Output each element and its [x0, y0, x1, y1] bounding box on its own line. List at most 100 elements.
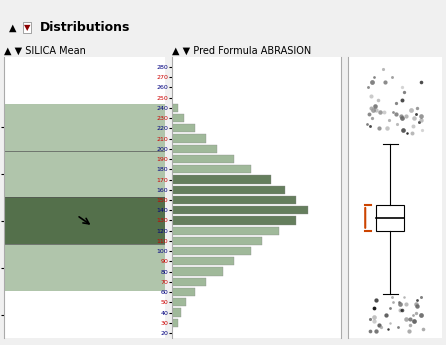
Bar [172, 319, 178, 327]
Point [368, 105, 375, 111]
Point [389, 109, 396, 115]
Point [392, 111, 400, 117]
Point [397, 302, 404, 307]
Point [399, 128, 406, 133]
Bar [172, 135, 206, 143]
Point [378, 324, 385, 329]
Point [414, 297, 421, 303]
Point [389, 299, 396, 305]
Point [368, 93, 375, 98]
Point [399, 85, 406, 90]
Point [380, 109, 387, 115]
Point [371, 306, 378, 311]
Point [400, 294, 407, 300]
Point [410, 115, 417, 121]
Point [406, 322, 413, 327]
Bar [172, 288, 195, 296]
Bar [172, 175, 271, 184]
Point [417, 80, 425, 85]
Point [374, 97, 381, 102]
Point [381, 80, 388, 85]
Bar [172, 206, 308, 214]
Bar [172, 298, 186, 306]
Point [410, 124, 417, 129]
Point [419, 128, 426, 133]
Point [409, 131, 416, 136]
Point [370, 318, 377, 324]
Bar [172, 227, 279, 235]
Point [396, 308, 404, 313]
Bar [172, 237, 263, 245]
Bar [172, 267, 223, 276]
Point [407, 316, 414, 322]
Point [415, 119, 422, 125]
Point [388, 75, 396, 80]
Point [400, 89, 407, 94]
Point [384, 326, 392, 332]
Point [368, 80, 376, 85]
Bar [172, 186, 285, 194]
Point [366, 328, 373, 334]
Point [398, 115, 405, 121]
Point [369, 107, 376, 113]
Point [385, 117, 392, 123]
Point [365, 111, 372, 117]
Point [370, 75, 377, 80]
Point [364, 85, 372, 90]
Point [409, 312, 417, 317]
Text: ▲ ▼ Pred Formula ABRASION: ▲ ▼ Pred Formula ABRASION [172, 46, 311, 56]
Point [366, 316, 373, 322]
Point [394, 121, 401, 127]
Point [417, 294, 424, 300]
Point [372, 297, 379, 303]
Point [408, 107, 415, 113]
Point [403, 316, 410, 322]
Point [392, 100, 400, 106]
Bar [172, 114, 183, 122]
Point [398, 308, 405, 313]
Point [413, 310, 420, 315]
Point [380, 66, 387, 72]
Point [387, 306, 394, 311]
Point [403, 113, 410, 119]
Point [388, 294, 395, 300]
Point [417, 312, 425, 317]
Point [419, 326, 426, 332]
Point [376, 109, 384, 115]
Bar [172, 155, 234, 163]
Point [405, 328, 413, 334]
Bar [4, 244, 165, 291]
Point [382, 312, 389, 317]
Text: ▲: ▲ [9, 23, 17, 33]
Point [417, 117, 425, 123]
Point [410, 318, 417, 324]
Bar [172, 216, 296, 225]
Text: ▼: ▼ [24, 23, 31, 32]
Bar [172, 196, 296, 204]
Point [413, 304, 421, 309]
Point [402, 302, 409, 307]
FancyBboxPatch shape [376, 205, 405, 231]
Point [376, 126, 383, 131]
Point [364, 121, 371, 127]
Point [412, 302, 419, 307]
Point [404, 131, 411, 136]
Bar [172, 165, 251, 173]
Point [398, 113, 405, 119]
Bar [172, 278, 206, 286]
Text: Distributions: Distributions [39, 21, 130, 34]
Point [413, 105, 420, 111]
Bar [4, 104, 165, 244]
Point [368, 115, 375, 121]
Bar [172, 257, 234, 265]
Point [371, 103, 378, 109]
Point [375, 322, 382, 327]
Bar [172, 145, 217, 153]
Point [384, 126, 391, 131]
Point [413, 111, 420, 117]
Bar [4, 197, 165, 244]
Point [417, 113, 424, 119]
Point [399, 308, 406, 313]
Text: ▲ ▼ SILICA Mean: ▲ ▼ SILICA Mean [4, 46, 87, 56]
Bar [172, 308, 181, 317]
